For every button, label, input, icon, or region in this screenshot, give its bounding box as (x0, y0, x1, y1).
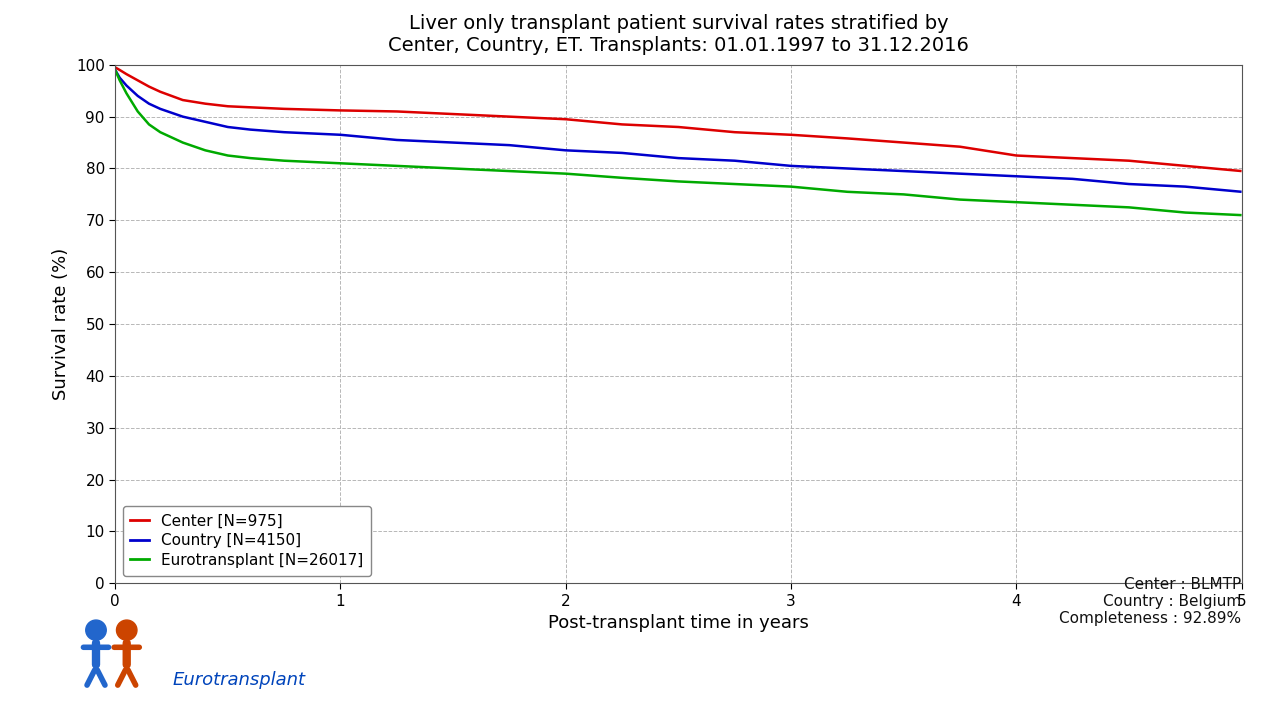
Text: Center : BLMTP
Country : Belgium
Completeness : 92.89%: Center : BLMTP Country : Belgium Complet… (1060, 577, 1242, 626)
Circle shape (116, 620, 137, 640)
Text: Eurotransplant: Eurotransplant (173, 671, 306, 690)
Y-axis label: Survival rate (%): Survival rate (%) (52, 248, 70, 400)
Legend: Center [N=975], Country [N=4150], Eurotransplant [N=26017]: Center [N=975], Country [N=4150], Eurotr… (123, 506, 371, 575)
FancyArrowPatch shape (97, 670, 105, 685)
FancyArrowPatch shape (128, 670, 136, 685)
Circle shape (86, 620, 106, 640)
Title: Liver only transplant patient survival rates stratified by
Center, Country, ET. : Liver only transplant patient survival r… (388, 14, 969, 55)
FancyArrowPatch shape (118, 670, 125, 685)
FancyArrowPatch shape (87, 670, 95, 685)
X-axis label: Post-transplant time in years: Post-transplant time in years (548, 614, 809, 632)
